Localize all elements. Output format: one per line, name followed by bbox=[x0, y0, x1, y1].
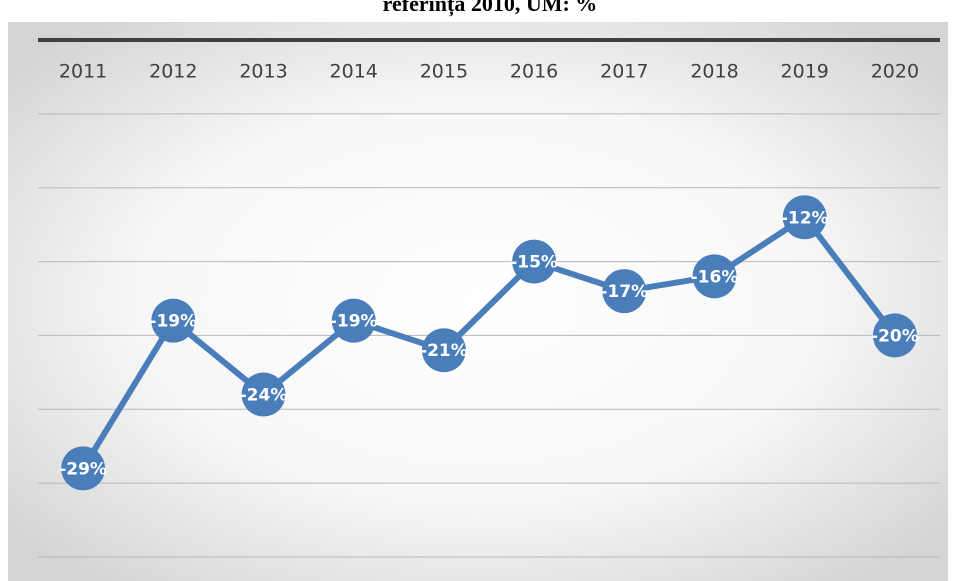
chart-title: referința 2010, UM: % bbox=[383, 0, 598, 17]
data-label: -19% bbox=[330, 312, 378, 332]
x-tick-label: 2018 bbox=[690, 61, 738, 83]
data-label: -19% bbox=[149, 312, 197, 332]
series-line bbox=[80, 214, 898, 470]
plot-background bbox=[8, 22, 948, 581]
data-label: -15% bbox=[510, 253, 558, 273]
data-label: -24% bbox=[240, 386, 288, 406]
marker bbox=[782, 195, 827, 240]
marker bbox=[692, 254, 737, 299]
x-tick-label: 2012 bbox=[149, 61, 197, 83]
marker bbox=[872, 313, 917, 358]
x-tick-label: 2014 bbox=[330, 61, 378, 83]
marker bbox=[61, 446, 106, 491]
x-tick-label: 2015 bbox=[420, 61, 468, 83]
marker bbox=[151, 298, 196, 343]
marker bbox=[602, 269, 647, 314]
data-label: -20% bbox=[871, 326, 919, 346]
x-tick-label: 2016 bbox=[510, 61, 558, 83]
data-label: -21% bbox=[420, 341, 468, 361]
marker bbox=[512, 239, 557, 284]
x-tick-label: 2013 bbox=[239, 61, 287, 83]
x-tick-label: 2020 bbox=[871, 61, 919, 83]
x-tick-label: 2019 bbox=[781, 61, 829, 83]
x-tick-label: 2011 bbox=[59, 61, 107, 83]
data-label: -12% bbox=[781, 208, 829, 228]
data-label: -29% bbox=[59, 459, 107, 479]
marker bbox=[241, 372, 286, 417]
marker bbox=[331, 298, 376, 343]
data-label: -17% bbox=[600, 282, 648, 302]
data-label: -16% bbox=[691, 267, 739, 287]
marker bbox=[421, 328, 466, 373]
x-tick-label: 2017 bbox=[600, 61, 648, 83]
